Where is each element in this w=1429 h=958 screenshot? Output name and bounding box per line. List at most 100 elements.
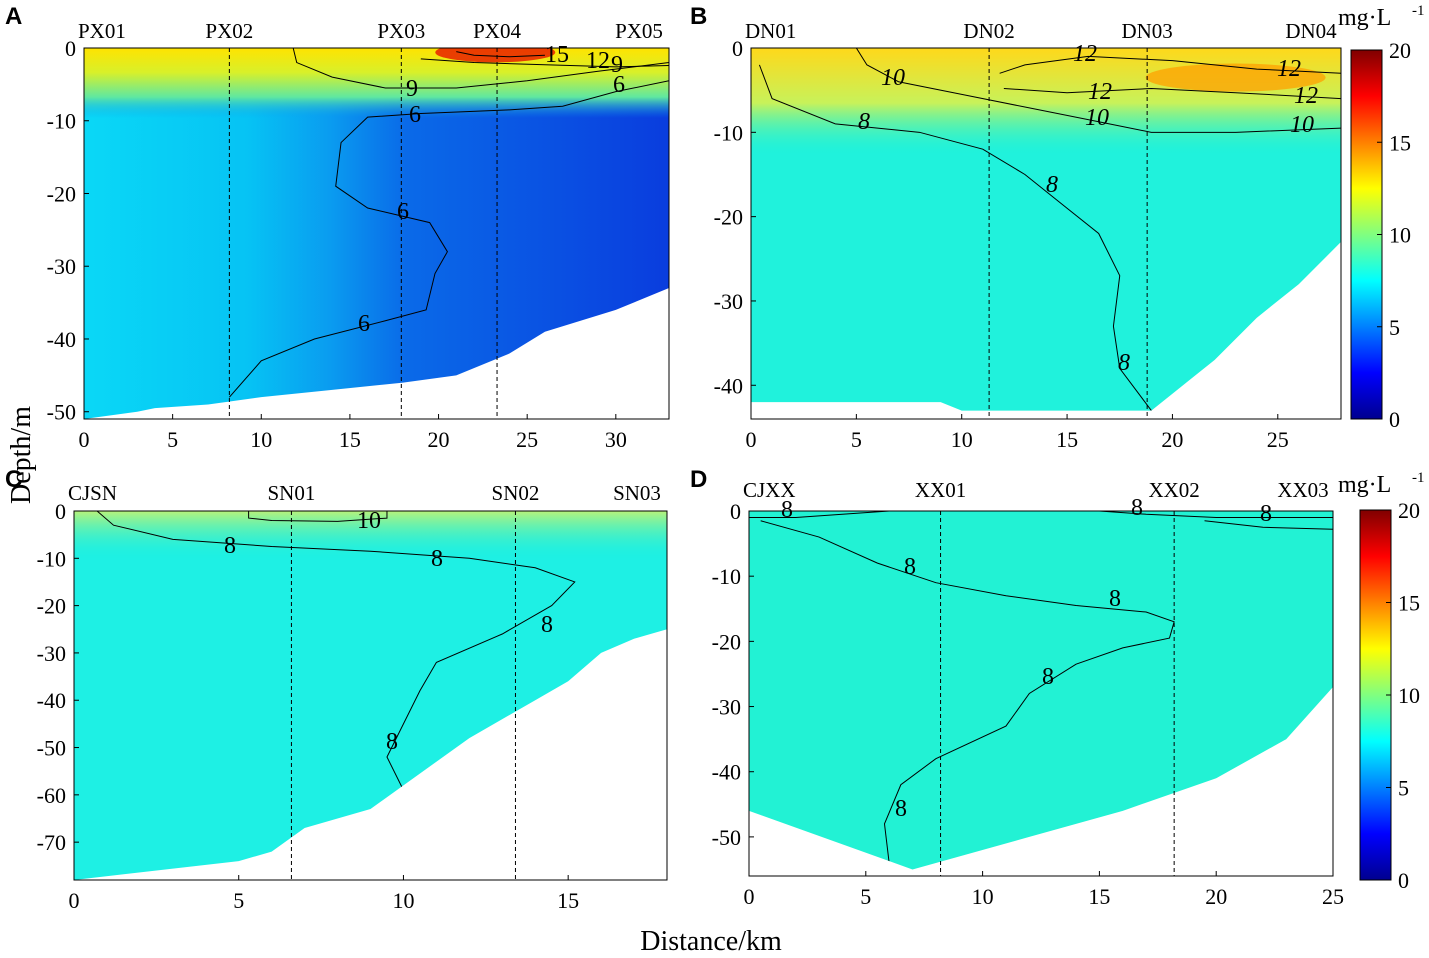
panel-a: 0 5 10 15 20 25 30 0 -10 -20 -30 -40 -50 PX01 PX02 PX03… — [5, 3, 670, 452]
axes-frame — [83, 47, 670, 420]
colorbar-tick-label: 0 — [1398, 868, 1409, 893]
contour-label: 8 — [431, 546, 443, 572]
contour-label: 8 — [386, 729, 398, 755]
contour-line-8 — [758, 64, 1152, 411]
x-tick-label: 15 — [557, 888, 579, 913]
water-area — [84, 48, 669, 419]
contour-label: 12 — [1073, 41, 1097, 67]
colorbar-unit-exponent: -1 — [1412, 470, 1425, 486]
contour-line-8 — [749, 511, 890, 519]
colorbar-tick-label: 20 — [1398, 498, 1420, 523]
contour-line-15 — [456, 51, 545, 58]
contour-label: 10 — [881, 65, 905, 91]
contour-line-6 — [228, 80, 669, 398]
contour-label: 8 — [1109, 586, 1121, 612]
contour-label: 15 — [545, 42, 569, 68]
panel-b: 0 5 10 15 20 25 0 -10 -20 -30 -40 DN01 DN02 DN03 DN04 B… — [690, 3, 1342, 452]
station-label: PX02 — [205, 19, 253, 43]
x-tick-label: 25 — [1267, 427, 1289, 452]
y-tick-label: -20 — [37, 594, 66, 619]
panel-letter: A — [5, 3, 22, 30]
station-label: CJXX — [743, 478, 796, 502]
x-tick-label: 5 — [233, 888, 244, 913]
station-label: SN02 — [492, 481, 540, 505]
axes-frame — [750, 47, 1342, 420]
y-tick-label: -10 — [37, 546, 66, 571]
contour-label: 8 — [781, 497, 793, 523]
y-tick-label: 0 — [65, 36, 76, 61]
station-label: XX02 — [1148, 478, 1199, 502]
contour-label: 8 — [1042, 664, 1054, 690]
contour-label: 10 — [1290, 112, 1314, 138]
x-tick-label: 15 — [1056, 427, 1078, 452]
station-label: SN01 — [268, 481, 316, 505]
contour-label: 9 — [611, 52, 623, 78]
contour-line-8 — [96, 511, 576, 791]
x-tick-label: 30 — [605, 427, 627, 452]
x-tick-label: 5 — [860, 884, 871, 909]
panel-d: 0 5 10 15 20 25 0 -10 -20 -30 -40 -50 CJXX XX01 XX02 XX… — [690, 466, 1344, 909]
y-tick-label: -20 — [712, 629, 741, 654]
contour-label: 8 — [541, 612, 553, 638]
colorbar-tick-label: 5 — [1398, 776, 1409, 801]
y-tick-label: 0 — [732, 36, 743, 61]
y-tick-label: -30 — [714, 289, 743, 314]
y-tick-label: -50 — [712, 825, 741, 850]
station-label: SN03 — [613, 481, 661, 505]
y-tick-label: -30 — [47, 254, 76, 279]
x-tick-label: 5 — [851, 427, 862, 452]
x-tick-label: 0 — [744, 884, 755, 909]
station-label: DN03 — [1121, 19, 1172, 43]
contour-label: 12 — [1088, 79, 1112, 105]
y-tick-label: -40 — [47, 327, 76, 352]
y-tick-label: -50 — [47, 400, 76, 425]
y-tick-label: -10 — [714, 120, 743, 145]
x-tick-label: 20 — [1205, 884, 1227, 909]
y-tick-label: -50 — [37, 736, 66, 761]
water-area — [74, 511, 667, 880]
station-label: DN01 — [745, 19, 796, 43]
y-tick-label: -40 — [37, 688, 66, 713]
panel-letter: D — [690, 466, 707, 493]
contour-label: 8 — [1118, 350, 1130, 376]
contour-line-9 — [292, 48, 669, 89]
surface-layer — [84, 48, 669, 118]
colorbar-tick-label: 10 — [1389, 223, 1411, 248]
y-tick-label: -40 — [712, 760, 741, 785]
x-tick-label: 0 — [79, 427, 90, 452]
x-tick-label: 0 — [69, 888, 80, 913]
contour-line-8 — [760, 520, 1175, 864]
axes-frame — [748, 510, 1334, 877]
y-tick-label: -60 — [37, 783, 66, 808]
oxygen-max-patch — [435, 48, 556, 63]
contour-label: 8 — [224, 533, 236, 559]
colorbar-unit-exponent: -1 — [1412, 3, 1425, 19]
contour-label: 8 — [1046, 172, 1058, 198]
contour-label: 6 — [409, 102, 421, 128]
water-area — [749, 511, 1333, 870]
colorbar-unit: mg·L — [1338, 472, 1391, 498]
station-label: XX03 — [1277, 478, 1328, 502]
x-tick-label: 10 — [250, 427, 272, 452]
station-label: PX01 — [78, 19, 126, 43]
x-tick-label: 15 — [339, 427, 361, 452]
axes-frame — [73, 510, 668, 881]
x-tick-label: 5 — [167, 427, 178, 452]
contour-label: 10 — [1085, 105, 1109, 131]
colorbar-tick-label: 5 — [1389, 315, 1400, 340]
x-tick-label: 25 — [1322, 884, 1344, 909]
y-tick-label: -70 — [37, 830, 66, 855]
contour-label: 12 — [1294, 83, 1318, 109]
contour-label: 8 — [1131, 495, 1143, 521]
colorbar-unit: mg·L — [1338, 5, 1391, 31]
x-tick-label: 25 — [516, 427, 538, 452]
y-tick-label: -10 — [712, 564, 741, 589]
contour-line-12 — [999, 55, 1341, 74]
contour-label: 8 — [895, 796, 907, 822]
contour-label: 8 — [858, 109, 870, 135]
contour-label: 6 — [397, 199, 409, 225]
panel-letter: B — [690, 3, 707, 30]
x-tick-label: 20 — [428, 427, 450, 452]
contour-label: 8 — [1260, 501, 1272, 527]
